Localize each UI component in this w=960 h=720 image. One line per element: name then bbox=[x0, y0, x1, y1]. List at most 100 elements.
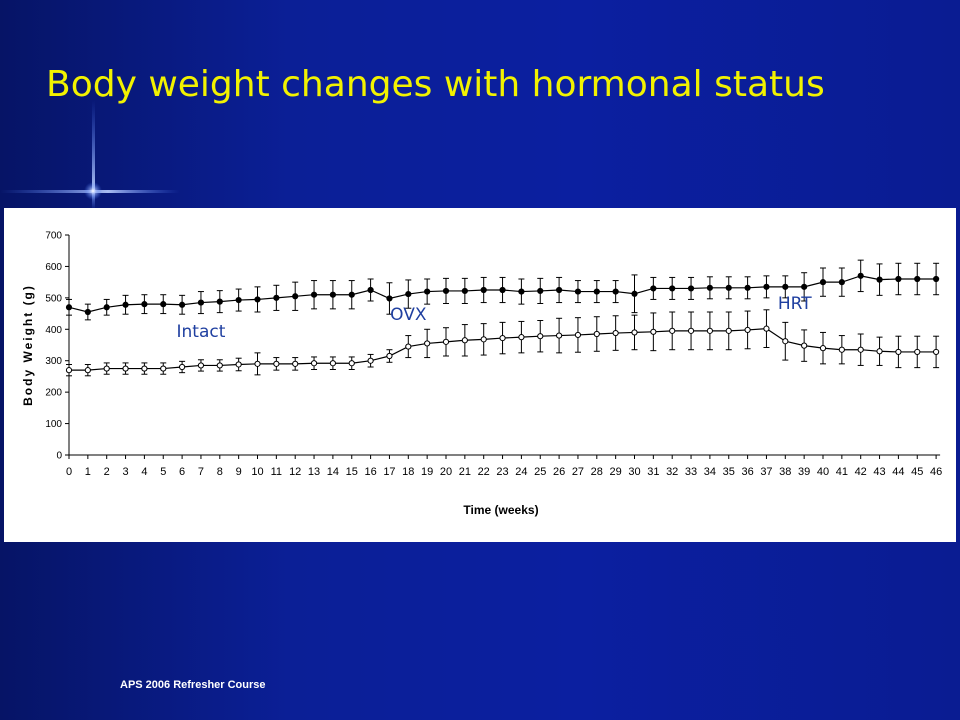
y-tick-label: 300 bbox=[45, 356, 62, 367]
x-tick-label: 3 bbox=[122, 466, 128, 478]
data-point-open bbox=[122, 365, 129, 372]
data-point-filled bbox=[122, 301, 129, 308]
data-point-open bbox=[687, 327, 695, 334]
data-point-filled bbox=[650, 285, 657, 292]
data-point-open bbox=[706, 327, 714, 334]
chart-panel: 0 100 200 300 400 500 600 700 0 1 2 3 4 5 6 7 8 9 10 11 12 13… bbox=[4, 208, 956, 542]
x-tick-label: 38 bbox=[779, 466, 791, 478]
data-point-open bbox=[895, 348, 902, 356]
data-point-open bbox=[235, 361, 242, 368]
x-tick-label: 42 bbox=[855, 466, 867, 478]
data-point-open bbox=[442, 338, 450, 345]
data-point-filled bbox=[782, 283, 789, 290]
x-tick-label: 45 bbox=[911, 466, 923, 478]
data-point-open bbox=[310, 360, 318, 367]
data-point-filled bbox=[480, 286, 487, 294]
x-tick-label: 13 bbox=[308, 466, 320, 478]
data-point-open bbox=[292, 360, 299, 367]
x-tick-label: 15 bbox=[346, 466, 358, 478]
x-tick-label: 8 bbox=[217, 466, 223, 478]
data-point-filled bbox=[273, 294, 280, 301]
x-tick-label: 19 bbox=[421, 466, 433, 478]
data-point-filled bbox=[593, 288, 600, 295]
data-point-open bbox=[197, 362, 205, 369]
x-tick-label: 0 bbox=[66, 466, 72, 478]
y-tick-label: 200 bbox=[45, 388, 62, 399]
data-point-filled bbox=[103, 304, 110, 311]
data-point-filled bbox=[141, 301, 148, 308]
data-point-filled bbox=[65, 304, 73, 311]
data-point-open bbox=[348, 360, 355, 367]
data-point-filled bbox=[348, 291, 355, 298]
data-point-filled bbox=[254, 296, 261, 303]
x-tick-label: 44 bbox=[892, 466, 904, 478]
data-point-filled bbox=[405, 290, 412, 298]
x-tick-label: 33 bbox=[685, 466, 697, 478]
data-point-open bbox=[763, 325, 770, 332]
data-point-filled bbox=[669, 285, 676, 292]
x-tick-label: 6 bbox=[179, 466, 185, 478]
x-tick-label: 41 bbox=[836, 466, 848, 478]
x-tick-label: 21 bbox=[459, 466, 471, 478]
x-tick-label: 36 bbox=[741, 466, 753, 478]
x-tick-label: 43 bbox=[873, 466, 885, 478]
data-point-filled bbox=[442, 287, 450, 295]
data-point-open bbox=[593, 330, 600, 338]
x-tick-label: 18 bbox=[402, 466, 414, 478]
x-tick-label: 16 bbox=[364, 466, 376, 478]
data-point-open bbox=[179, 363, 186, 371]
data-point-open bbox=[725, 327, 732, 334]
data-point-filled bbox=[819, 279, 827, 286]
data-point-filled bbox=[84, 308, 91, 316]
data-point-open bbox=[273, 360, 280, 367]
data-point-filled bbox=[197, 299, 205, 306]
data-point-open bbox=[254, 360, 261, 367]
data-point-open bbox=[103, 365, 110, 372]
data-point-open bbox=[650, 328, 657, 335]
y-tick-label: 0 bbox=[56, 451, 62, 462]
data-point-open bbox=[537, 333, 544, 340]
x-tick-label: 11 bbox=[271, 466, 282, 478]
y-tick-label: 700 bbox=[45, 231, 62, 242]
x-tick-label: 26 bbox=[553, 466, 565, 478]
x-tick-label: 39 bbox=[798, 466, 810, 478]
x-tick-label: 30 bbox=[628, 466, 640, 478]
x-tick-label: 24 bbox=[515, 466, 527, 478]
data-point-open bbox=[744, 326, 751, 334]
data-point-filled bbox=[895, 275, 902, 283]
data-point-open bbox=[405, 343, 412, 350]
y-axis-title: Body Weight (g) bbox=[21, 284, 35, 406]
data-point-open bbox=[631, 329, 638, 336]
annotation-label: OVX bbox=[390, 305, 427, 325]
data-point-open bbox=[65, 367, 73, 374]
x-tick-label: 22 bbox=[478, 466, 490, 478]
x-tick-label: 1 bbox=[85, 466, 91, 478]
data-point-open bbox=[914, 348, 921, 356]
x-tick-label: 14 bbox=[327, 466, 339, 478]
x-tick-label: 25 bbox=[534, 466, 546, 478]
data-point-filled bbox=[933, 275, 940, 283]
data-point-filled bbox=[537, 287, 544, 295]
x-tick-label: 34 bbox=[704, 466, 716, 478]
data-point-open bbox=[480, 336, 487, 343]
data-point-open bbox=[160, 365, 167, 372]
x-axis-title: Time (weeks) bbox=[463, 503, 538, 517]
data-point-filled bbox=[687, 285, 695, 292]
data-point-filled bbox=[556, 286, 563, 294]
data-point-filled bbox=[216, 298, 223, 305]
data-point-filled bbox=[838, 279, 845, 286]
data-point-open bbox=[499, 334, 506, 342]
data-point-open bbox=[782, 338, 789, 345]
x-tick-label: 40 bbox=[817, 466, 829, 478]
data-point-filled bbox=[329, 291, 336, 298]
data-point-filled bbox=[725, 284, 732, 291]
data-point-open bbox=[216, 362, 223, 369]
data-point-open bbox=[556, 332, 563, 339]
data-point-open bbox=[838, 346, 845, 353]
data-point-open bbox=[367, 357, 374, 364]
data-point-open bbox=[819, 345, 827, 352]
data-point-filled bbox=[160, 301, 167, 308]
y-tick-label: 600 bbox=[45, 262, 62, 273]
y-tick-label: 500 bbox=[45, 293, 62, 304]
